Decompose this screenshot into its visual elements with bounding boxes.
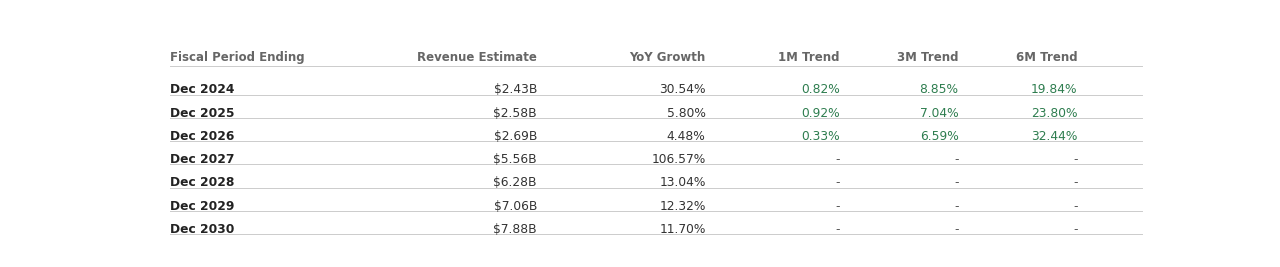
Text: -: - xyxy=(835,223,840,236)
Text: Fiscal Period Ending: Fiscal Period Ending xyxy=(170,50,305,64)
Text: Dec 2030: Dec 2030 xyxy=(170,223,234,236)
Text: Dec 2029: Dec 2029 xyxy=(170,200,234,213)
Text: $2.69B: $2.69B xyxy=(494,130,538,143)
Text: YoY Growth: YoY Growth xyxy=(630,50,705,64)
Text: -: - xyxy=(835,153,840,166)
Text: -: - xyxy=(1073,223,1078,236)
Text: -: - xyxy=(1073,200,1078,213)
Text: 23.80%: 23.80% xyxy=(1032,107,1078,120)
Text: 4.48%: 4.48% xyxy=(667,130,705,143)
Text: Dec 2027: Dec 2027 xyxy=(170,153,234,166)
Text: $2.43B: $2.43B xyxy=(494,83,538,96)
Text: $2.58B: $2.58B xyxy=(493,107,538,120)
Text: 106.57%: 106.57% xyxy=(652,153,705,166)
Text: Revenue Estimate: Revenue Estimate xyxy=(417,50,538,64)
Text: -: - xyxy=(1073,153,1078,166)
Text: 0.33%: 0.33% xyxy=(801,130,840,143)
Text: 1M Trend: 1M Trend xyxy=(778,50,840,64)
Text: $7.06B: $7.06B xyxy=(494,200,538,213)
Text: 8.85%: 8.85% xyxy=(919,83,959,96)
Text: 6.59%: 6.59% xyxy=(920,130,959,143)
Text: -: - xyxy=(954,223,959,236)
Text: 11.70%: 11.70% xyxy=(659,223,705,236)
Text: 5.80%: 5.80% xyxy=(667,107,705,120)
Text: 6M Trend: 6M Trend xyxy=(1016,50,1078,64)
Text: Dec 2025: Dec 2025 xyxy=(170,107,234,120)
Text: 3M Trend: 3M Trend xyxy=(897,50,959,64)
Text: 13.04%: 13.04% xyxy=(659,176,705,189)
Text: -: - xyxy=(954,153,959,166)
Text: -: - xyxy=(835,200,840,213)
Text: -: - xyxy=(954,200,959,213)
Text: 7.04%: 7.04% xyxy=(920,107,959,120)
Text: 30.54%: 30.54% xyxy=(659,83,705,96)
Text: Dec 2026: Dec 2026 xyxy=(170,130,234,143)
Text: Dec 2028: Dec 2028 xyxy=(170,176,234,189)
Text: 19.84%: 19.84% xyxy=(1032,83,1078,96)
Text: 0.92%: 0.92% xyxy=(801,107,840,120)
Text: 32.44%: 32.44% xyxy=(1032,130,1078,143)
Text: -: - xyxy=(954,176,959,189)
Text: $7.88B: $7.88B xyxy=(493,223,538,236)
Text: 0.82%: 0.82% xyxy=(801,83,840,96)
Text: 12.32%: 12.32% xyxy=(659,200,705,213)
Text: $5.56B: $5.56B xyxy=(493,153,538,166)
Text: -: - xyxy=(835,176,840,189)
Text: $6.28B: $6.28B xyxy=(494,176,538,189)
Text: -: - xyxy=(1073,176,1078,189)
Text: Dec 2024: Dec 2024 xyxy=(170,83,234,96)
